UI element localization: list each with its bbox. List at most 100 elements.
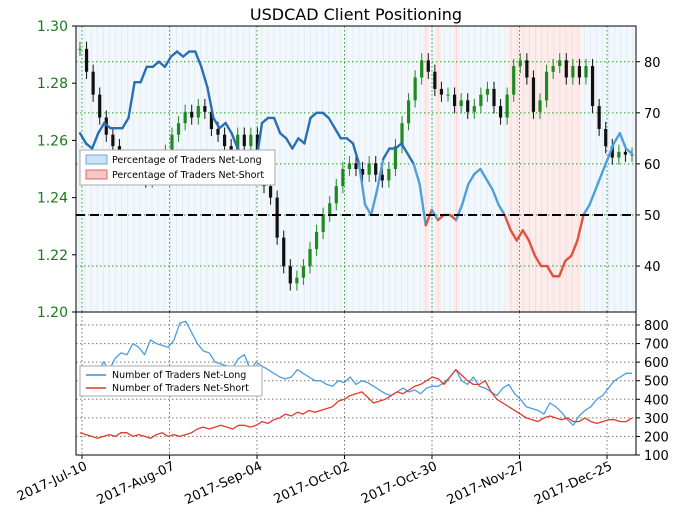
candle-body	[190, 111, 194, 118]
count-tick-label: 100	[644, 449, 669, 464]
pct-long-line-segment	[363, 203, 373, 217]
candle-body	[400, 123, 404, 147]
candle-body	[597, 106, 601, 129]
candle-body	[498, 106, 503, 118]
pct-long-line-segment	[473, 167, 482, 176]
candle-body	[610, 146, 614, 158]
candle-body	[308, 249, 312, 267]
pct-tick-label: 80	[644, 56, 661, 71]
traders-legend-frame	[79, 365, 263, 397]
candle-body	[512, 66, 516, 95]
candle-body	[170, 134, 174, 152]
pct-long-line-segment	[272, 116, 282, 135]
pct-long-line-segment	[96, 121, 106, 135]
candle-body	[479, 94, 483, 107]
pct-long-line-segment	[485, 178, 494, 191]
pct-long-line-segment	[84, 142, 94, 150]
candle-body	[485, 88, 490, 95]
pct-long-line-segment	[509, 229, 518, 242]
pct-long-line-segment	[515, 229, 525, 242]
candle-body	[439, 88, 444, 95]
pct-long-line-segment	[309, 111, 318, 120]
date-tick-label: 2017-Nov-27	[445, 459, 527, 508]
pct-long-line-segment	[412, 162, 421, 186]
pct-long-line-segment	[151, 60, 161, 69]
candle-body	[222, 134, 227, 147]
candle-body	[544, 71, 549, 101]
percentage-legend-frame	[79, 149, 276, 186]
candle-body	[282, 237, 286, 267]
pct-long-line-segment	[194, 50, 203, 69]
candle-body	[354, 163, 358, 169]
pct-long-line-segment	[503, 213, 512, 232]
pct-long-line-segment	[90, 132, 100, 150]
candle-body	[387, 169, 391, 181]
candle-body	[295, 277, 299, 284]
net-short-count-line	[79, 368, 633, 439]
pct-long-line-segment	[230, 132, 239, 150]
pct-long-line-segment	[588, 188, 597, 206]
pct-long-line-segment	[333, 126, 343, 140]
candle-body	[196, 106, 200, 118]
candle-body	[413, 77, 417, 101]
count-tick-label: 500	[644, 375, 669, 390]
count-tick-label: 400	[644, 393, 669, 408]
pct-long-line-segment	[606, 142, 616, 160]
count-tick-label: 800	[644, 319, 669, 334]
pct-long-line-segment	[303, 116, 312, 145]
pct-long-line-segment	[218, 121, 227, 130]
pct-long-line-segment	[594, 172, 603, 191]
pct-long-line-segment	[400, 142, 409, 155]
pct-long-line-segment	[479, 167, 488, 181]
date-tick-label: 2017-Jul-10	[15, 459, 90, 504]
pct-long-line-segment	[357, 162, 367, 206]
date-tick-label: 2017-Oct-30	[359, 459, 440, 507]
pct-long-line-segment	[175, 50, 185, 58]
pct-long-line-segment	[169, 50, 179, 58]
candle-body	[466, 100, 470, 112]
candle-body	[84, 48, 89, 72]
date-tick-label: 2017-Sep-04	[183, 459, 265, 508]
count-tick-label: 600	[644, 356, 669, 371]
candle-body	[176, 123, 181, 135]
pct-long-line-segment	[582, 203, 591, 217]
pct-long-line-segment	[212, 116, 221, 130]
candle-body	[584, 66, 588, 78]
pct-long-line-segment	[103, 121, 112, 130]
pct-long-line-segment	[200, 65, 209, 89]
candle-body	[531, 77, 536, 112]
price-tick-label: 1.28	[37, 76, 68, 92]
pct-long-line-segment	[278, 132, 288, 140]
date-tick-label: 2017-Oct-02	[272, 459, 353, 507]
price-tick-label: 1.24	[37, 191, 68, 207]
candle-body	[446, 94, 450, 96]
pct-long-line-segment	[576, 213, 585, 242]
candle-body	[229, 146, 233, 152]
net-short-legend-swatch	[85, 169, 108, 180]
candle-body	[617, 151, 621, 158]
candle-body	[525, 60, 529, 78]
pct-long-line-segment	[600, 157, 609, 176]
pct-long-line-segment	[521, 229, 531, 242]
candle-body	[426, 60, 430, 72]
candle-body	[492, 88, 496, 107]
candle-body	[78, 48, 82, 50]
candle-body	[433, 71, 437, 89]
pct-long-line-segment	[564, 254, 573, 263]
candle-body	[564, 60, 568, 78]
pct-long-line-segment	[163, 55, 173, 69]
pct-long-line-segment	[618, 132, 628, 150]
pct-tick-label: 60	[644, 158, 661, 173]
candle-body	[360, 169, 365, 175]
pct-long-line-segment	[382, 147, 391, 160]
candle-body	[518, 60, 522, 67]
candle-body	[249, 134, 253, 147]
pct-long-line-segment	[376, 157, 385, 191]
candle-body	[505, 94, 509, 118]
candle-body	[275, 197, 279, 238]
pct-long-line-segment	[321, 111, 330, 120]
candle-body	[347, 163, 352, 169]
pct-tick-label: 70	[644, 107, 661, 122]
price-tick-label: 1.20	[37, 305, 68, 321]
